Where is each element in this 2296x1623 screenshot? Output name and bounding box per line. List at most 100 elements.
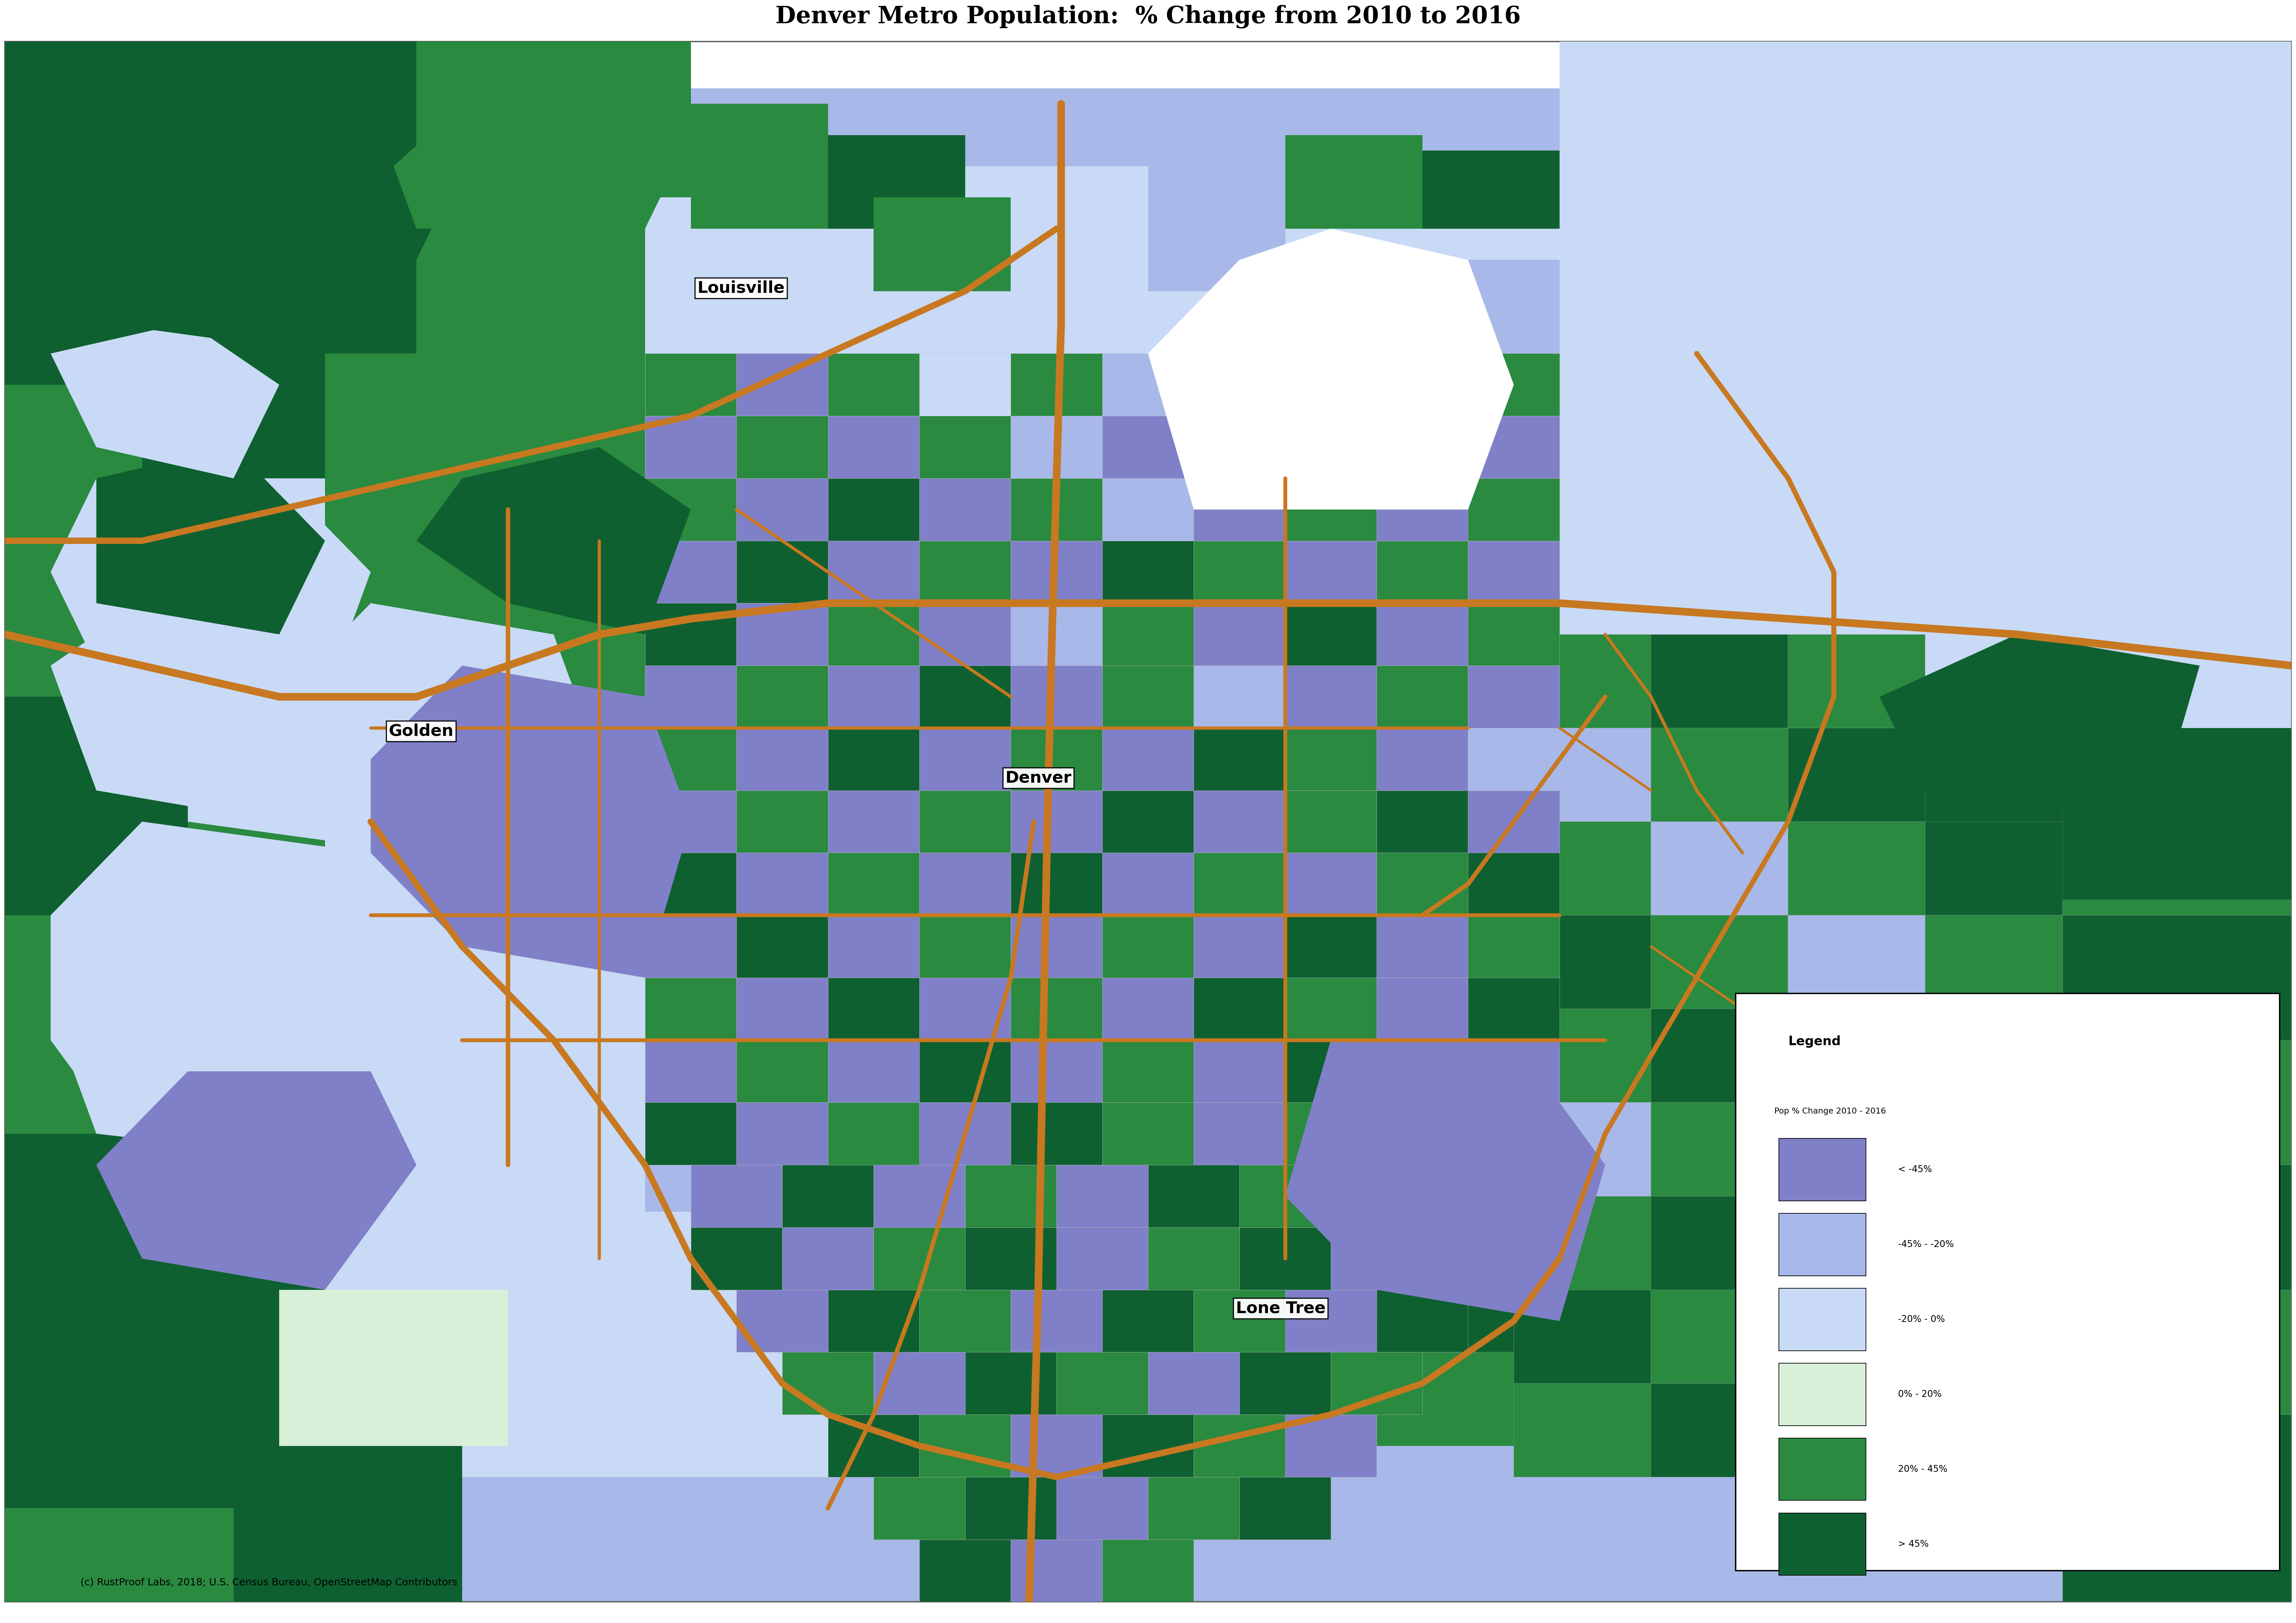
Bar: [1467, 915, 1559, 977]
Polygon shape: [96, 446, 326, 635]
Bar: [737, 540, 829, 604]
Polygon shape: [5, 1352, 280, 1508]
Bar: [1467, 415, 1559, 479]
Bar: [1286, 1415, 1378, 1477]
Bar: [829, 1290, 918, 1352]
Polygon shape: [783, 229, 1286, 415]
Bar: [1286, 977, 1378, 1040]
Bar: [1789, 1383, 1926, 1477]
Bar: [964, 1352, 1056, 1415]
Bar: [1651, 1383, 1789, 1477]
Bar: [918, 729, 1010, 790]
Bar: [1378, 354, 1467, 415]
Bar: [1102, 665, 1194, 729]
Bar: [5, 42, 2291, 88]
Bar: [1421, 1165, 1513, 1227]
Polygon shape: [370, 665, 691, 977]
Bar: [1102, 479, 1194, 540]
Bar: [1010, 1102, 1102, 1165]
Bar: [1378, 977, 1467, 1040]
Bar: [1467, 1040, 1559, 1102]
Bar: [918, 852, 1010, 915]
Bar: [918, 977, 1010, 1040]
Bar: [1102, 415, 1194, 479]
Bar: [1010, 852, 1102, 915]
Text: Denver: Denver: [1006, 769, 1072, 786]
Bar: [1102, 915, 1194, 977]
Bar: [1010, 1040, 1102, 1102]
Bar: [918, 1102, 1010, 1165]
Bar: [2062, 915, 2291, 1040]
Bar: [737, 915, 829, 977]
Bar: [964, 1227, 1056, 1290]
Bar: [875, 1477, 964, 1540]
Bar: [1651, 1290, 1789, 1383]
Bar: [1148, 1165, 1240, 1227]
Bar: [1779, 1438, 1867, 1500]
Bar: [691, 1227, 783, 1290]
Bar: [1240, 1227, 1332, 1290]
Bar: [1378, 479, 1467, 540]
Bar: [1789, 1290, 1926, 1383]
Bar: [645, 729, 737, 790]
Bar: [737, 479, 829, 540]
Polygon shape: [51, 198, 370, 354]
Bar: [1286, 1258, 1421, 1352]
Bar: [1789, 1102, 1926, 1196]
Bar: [737, 977, 829, 1040]
Bar: [1102, 852, 1194, 915]
Polygon shape: [875, 198, 1010, 291]
Bar: [1056, 1227, 1148, 1290]
Bar: [1194, 415, 1286, 479]
Polygon shape: [416, 446, 691, 635]
Bar: [1926, 821, 2062, 915]
Bar: [1102, 1290, 1194, 1352]
Bar: [1056, 1477, 1148, 1540]
Bar: [1651, 1010, 1789, 1102]
Bar: [829, 1415, 918, 1477]
Polygon shape: [5, 1134, 188, 1352]
Bar: [1194, 790, 1286, 852]
Polygon shape: [1513, 946, 2016, 1477]
Bar: [737, 1040, 829, 1102]
Bar: [1010, 540, 1102, 604]
Bar: [1779, 1513, 1867, 1576]
Bar: [918, 1540, 1010, 1602]
Polygon shape: [51, 604, 370, 821]
Bar: [1513, 729, 1651, 821]
Bar: [875, 1165, 964, 1227]
Bar: [829, 354, 918, 415]
Bar: [645, 540, 737, 604]
Polygon shape: [691, 104, 829, 229]
Bar: [2062, 1165, 2291, 1290]
Bar: [1010, 665, 1102, 729]
Bar: [1194, 479, 1286, 540]
Polygon shape: [1559, 821, 2016, 1477]
Bar: [1010, 977, 1102, 1040]
Bar: [1148, 1227, 1240, 1290]
Bar: [1378, 1290, 1467, 1352]
Bar: [1286, 415, 1378, 479]
Polygon shape: [142, 696, 326, 915]
Bar: [737, 1290, 829, 1352]
Bar: [1779, 1138, 1867, 1201]
Bar: [1926, 915, 2062, 1010]
Polygon shape: [1148, 229, 1513, 510]
Bar: [1467, 604, 1559, 665]
Bar: [1286, 1102, 1378, 1165]
Bar: [1286, 1040, 1378, 1102]
Bar: [737, 665, 829, 729]
Bar: [829, 1102, 918, 1165]
Bar: [1651, 729, 1789, 821]
Polygon shape: [1559, 42, 2291, 1602]
Bar: [1194, 354, 1286, 415]
Bar: [1010, 604, 1102, 665]
Bar: [1378, 729, 1467, 790]
Text: Louisville: Louisville: [698, 281, 785, 295]
Bar: [1789, 915, 1926, 1010]
Bar: [1513, 1196, 1651, 1290]
Bar: [1467, 1102, 1559, 1165]
Text: 20% - 45%: 20% - 45%: [1899, 1464, 1947, 1474]
Bar: [1102, 1102, 1194, 1165]
Bar: [1286, 1352, 1378, 1446]
